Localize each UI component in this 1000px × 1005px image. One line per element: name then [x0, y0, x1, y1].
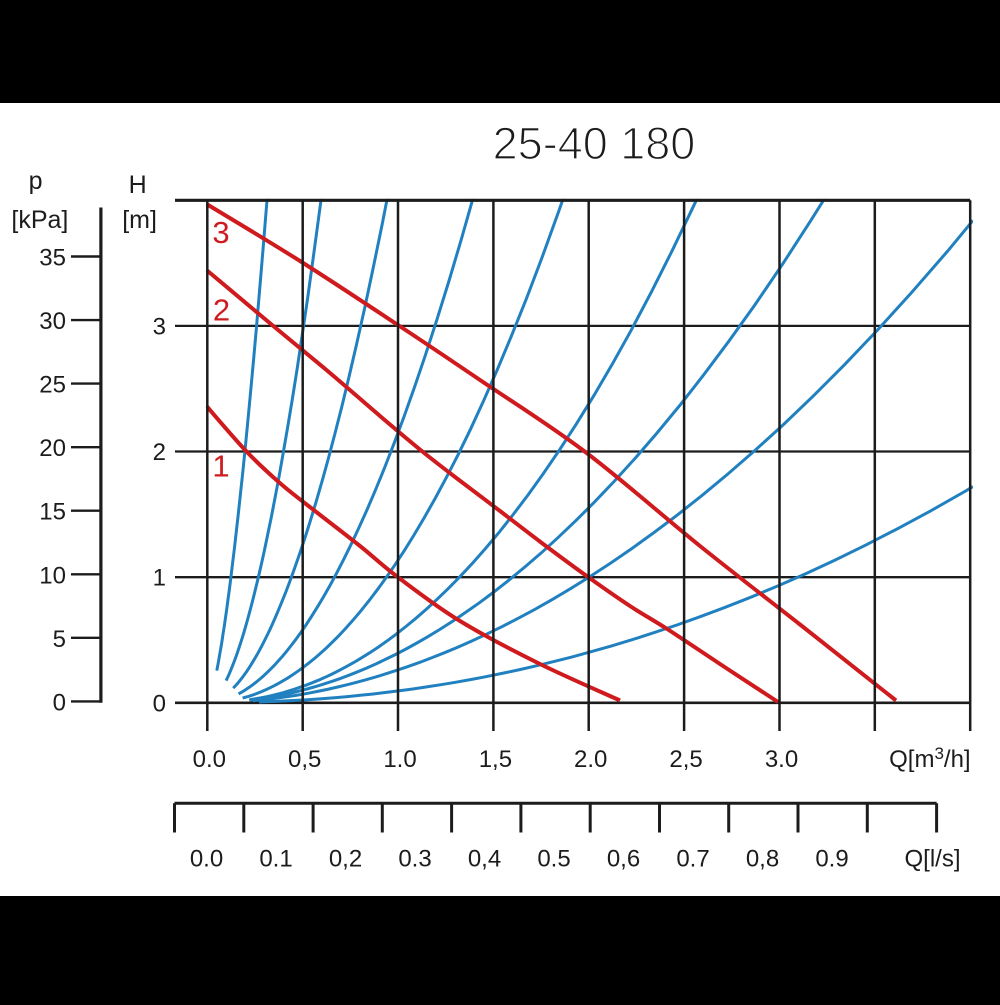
svg-text:0.0: 0.0 — [193, 746, 226, 773]
svg-text:0: 0 — [53, 689, 66, 716]
svg-text:[kPa]: [kPa] — [11, 206, 68, 234]
svg-text:2: 2 — [153, 439, 166, 466]
svg-text:Q[m3/h]: Q[m3/h] — [889, 744, 970, 773]
svg-text:0,8: 0,8 — [746, 846, 779, 873]
svg-text:1: 1 — [212, 449, 229, 484]
svg-text:30: 30 — [39, 308, 66, 335]
svg-text:p: p — [29, 167, 43, 195]
svg-text:2.0: 2.0 — [574, 746, 607, 773]
svg-text:35: 35 — [39, 245, 66, 272]
svg-text:3.0: 3.0 — [765, 746, 798, 773]
svg-text:3: 3 — [153, 313, 166, 340]
svg-text:1: 1 — [153, 565, 166, 592]
svg-text:0.1: 0.1 — [259, 846, 292, 873]
svg-text:2,5: 2,5 — [669, 746, 702, 773]
svg-text:0,2: 0,2 — [329, 846, 362, 873]
svg-text:0,6: 0,6 — [607, 846, 640, 873]
svg-text:1.0: 1.0 — [383, 746, 416, 773]
svg-text:0.7: 0.7 — [676, 846, 709, 873]
svg-text:15: 15 — [39, 499, 66, 526]
svg-text:Q[l/s]: Q[l/s] — [904, 846, 960, 873]
svg-text:3: 3 — [212, 215, 229, 250]
svg-text:[m]: [m] — [122, 206, 157, 234]
svg-text:10: 10 — [39, 562, 66, 589]
svg-text:0.3: 0.3 — [398, 846, 431, 873]
svg-text:0.0: 0.0 — [190, 846, 223, 873]
svg-text:25: 25 — [39, 372, 66, 399]
svg-text:25-40 180: 25-40 180 — [493, 118, 696, 169]
svg-text:0.9: 0.9 — [815, 846, 848, 873]
svg-text:20: 20 — [39, 435, 66, 462]
svg-text:0.5: 0.5 — [537, 846, 570, 873]
svg-text:0,5: 0,5 — [288, 746, 321, 773]
svg-text:5: 5 — [53, 626, 66, 653]
svg-text:H: H — [129, 171, 147, 199]
svg-text:0,4: 0,4 — [468, 846, 501, 873]
svg-text:2: 2 — [213, 293, 230, 328]
svg-text:1,5: 1,5 — [479, 746, 512, 773]
svg-text:0: 0 — [153, 690, 166, 717]
